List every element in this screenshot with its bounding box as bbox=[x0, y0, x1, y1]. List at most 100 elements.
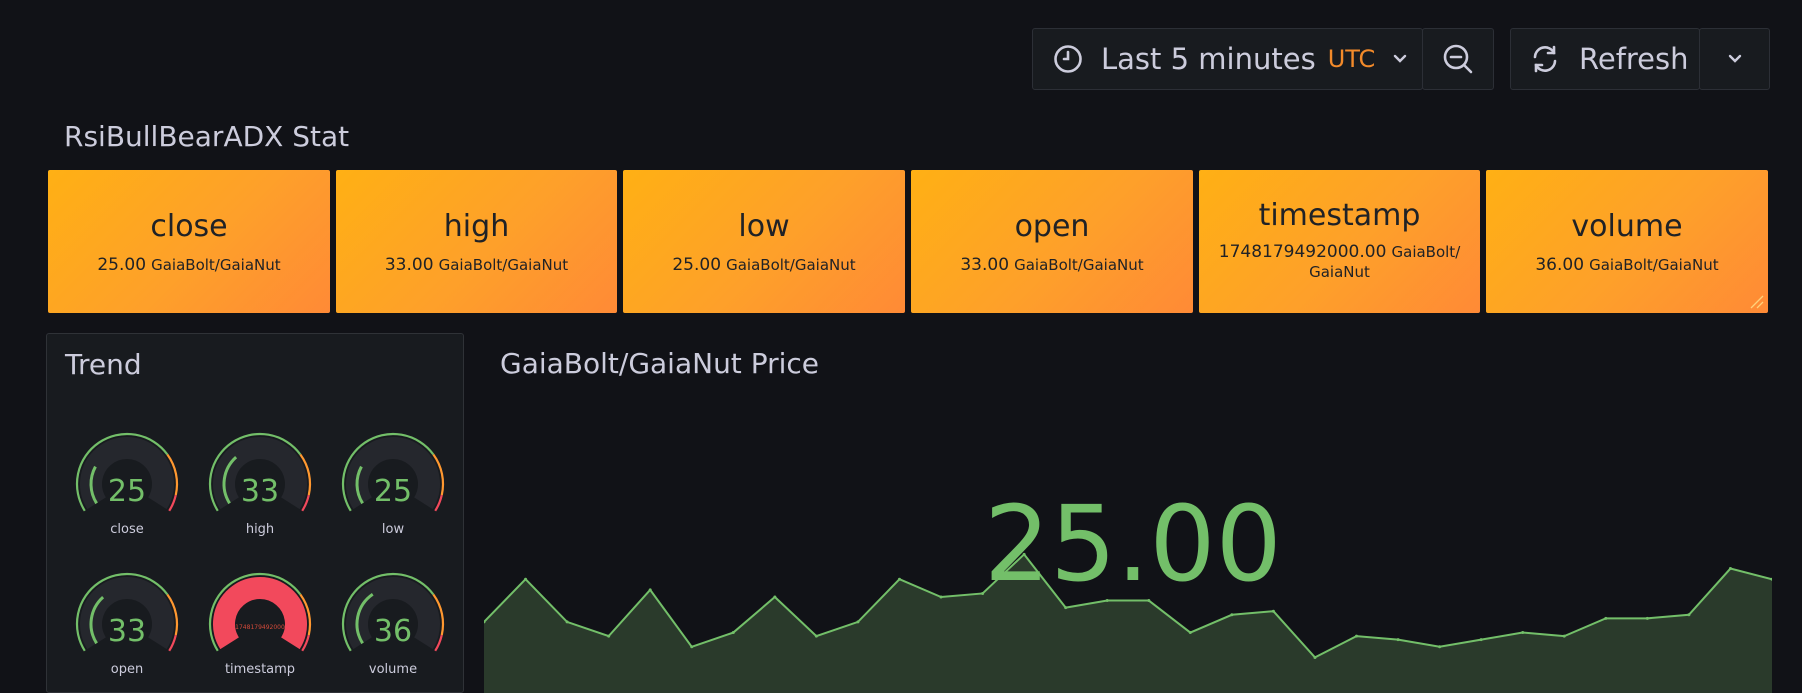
stat-panel-title: RsiBullBearADX Stat bbox=[64, 120, 350, 153]
time-range-label: Last 5 minutes bbox=[1101, 42, 1316, 76]
gauge-value: 25 bbox=[107, 474, 147, 509]
gauge-label: close bbox=[110, 522, 144, 537]
stat-name: open bbox=[1014, 208, 1090, 244]
sparkline-point bbox=[1438, 645, 1442, 649]
gauge-value: 25 bbox=[373, 474, 413, 509]
gauge-value-arc bbox=[89, 595, 105, 645]
sparkline-point bbox=[1313, 655, 1317, 659]
gauge-threshold-arc bbox=[434, 634, 443, 652]
gauge-value: 1748179492000 bbox=[235, 624, 285, 631]
gauge-threshold-arc bbox=[168, 494, 177, 512]
gauge-threshold-arc bbox=[208, 432, 302, 512]
sparkline-point bbox=[1728, 567, 1732, 571]
gauge-value-arc bbox=[213, 577, 307, 650]
gauge-dial bbox=[341, 572, 445, 652]
sparkline-point bbox=[1604, 616, 1608, 620]
sparkline-point bbox=[1355, 634, 1359, 638]
gauge-dial bbox=[341, 432, 445, 512]
stat-unit: GaiaBolt/GaiaNut bbox=[726, 255, 856, 274]
resize-handle-icon[interactable] bbox=[1748, 293, 1764, 309]
price-panel: GaiaBolt/GaiaNut Price 25.00 bbox=[484, 333, 1772, 693]
sparkline-line bbox=[484, 552, 1772, 659]
sparkline-point bbox=[731, 631, 735, 635]
gauge-threshold-arc bbox=[75, 572, 169, 652]
sparkline-point bbox=[1687, 613, 1691, 617]
gauge-dial bbox=[75, 432, 179, 512]
stat-tile-volume: volume 36.00 GaiaBolt/GaiaNut bbox=[1486, 170, 1768, 313]
zoom-out-button[interactable] bbox=[1422, 28, 1494, 90]
gauge-threshold-arc bbox=[166, 593, 179, 636]
sparkline-point bbox=[1147, 599, 1151, 603]
gauge-threshold-arc bbox=[341, 572, 435, 652]
price-panel-title: GaiaBolt/GaiaNut Price bbox=[500, 347, 819, 380]
sparkline-point bbox=[939, 595, 943, 599]
gauge-dial bbox=[208, 432, 312, 512]
gauge-high: 33 high bbox=[200, 424, 320, 544]
stat-tile-high: high 33.00 GaiaBolt/GaiaNut bbox=[336, 170, 617, 313]
stat-unit: GaiaBolt/GaiaNut bbox=[1589, 255, 1719, 274]
gauge-low: 25 low bbox=[333, 424, 453, 544]
gauge-value-arc bbox=[222, 455, 238, 505]
sparkline-point bbox=[773, 595, 777, 599]
sparkline-point bbox=[1562, 634, 1566, 638]
stat-name: high bbox=[443, 208, 510, 244]
sparkline-point bbox=[690, 645, 694, 649]
gauge-threshold-arc bbox=[301, 634, 310, 652]
sparkline-point bbox=[1188, 631, 1192, 635]
gauge-label: open bbox=[110, 662, 144, 677]
sparkline-point bbox=[565, 620, 569, 624]
time-range-picker[interactable]: Last 5 minutes UTC bbox=[1032, 28, 1423, 90]
sparkline-point bbox=[1230, 613, 1234, 617]
gauge-label: timestamp bbox=[224, 662, 296, 677]
stat-value: 33.00 bbox=[384, 254, 434, 275]
refresh-interval-dropdown[interactable] bbox=[1699, 28, 1770, 90]
zoom-out-icon bbox=[1443, 44, 1473, 74]
sparkline-point bbox=[981, 591, 985, 595]
stat-value: 36.00 bbox=[1535, 254, 1585, 275]
stat-tile-open: open 33.00 GaiaBolt/GaiaNut bbox=[911, 170, 1193, 313]
refresh-icon bbox=[1533, 45, 1557, 73]
stat-value: 25.00 bbox=[672, 254, 722, 275]
sparkline-point bbox=[1105, 599, 1109, 603]
stat-name: close bbox=[150, 208, 228, 244]
gauge-close: 25 close bbox=[67, 424, 187, 544]
gauge-threshold-arc bbox=[432, 593, 445, 636]
sparkline-point bbox=[1022, 552, 1026, 556]
stat-unit: GaiaBolt/GaiaNut bbox=[151, 255, 281, 274]
stat-tile-low: low 25.00 GaiaBolt/GaiaNut bbox=[623, 170, 905, 313]
chevron-down-icon bbox=[1728, 54, 1741, 63]
sparkline-point bbox=[897, 577, 901, 581]
sparkline-point bbox=[1770, 577, 1772, 581]
gauge-value-arc bbox=[355, 593, 374, 645]
chevron-down-icon bbox=[1394, 54, 1407, 63]
stat-unit: GaiaNut bbox=[1309, 263, 1370, 281]
gauge-threshold-arc bbox=[341, 432, 435, 512]
stat-tile-timestamp: timestamp 1748179492000.00 GaiaBolt/Gaia… bbox=[1199, 170, 1480, 313]
price-sparkline bbox=[484, 552, 1772, 693]
sparkline-area bbox=[484, 554, 1772, 693]
refresh-label: Refresh bbox=[1579, 42, 1689, 76]
stat-value: 33.00 bbox=[960, 254, 1010, 275]
gauge-value-arc bbox=[89, 465, 98, 505]
gauge-dial bbox=[75, 572, 179, 652]
gauge-threshold-arc bbox=[168, 634, 177, 652]
sparkline-point bbox=[1479, 638, 1483, 642]
gauge-label: volume bbox=[368, 662, 418, 677]
gauge-timestamp: 1748179492000 timestamp bbox=[200, 564, 320, 684]
sparkline-point bbox=[1396, 638, 1400, 642]
gauge-threshold-arc bbox=[301, 494, 310, 512]
sparkline-point bbox=[607, 634, 611, 638]
sparkline-point bbox=[814, 634, 818, 638]
gauge-open: 33 open bbox=[67, 564, 187, 684]
sparkline-point bbox=[1064, 606, 1068, 610]
timezone-label: UTC bbox=[1327, 45, 1376, 73]
refresh-button[interactable]: Refresh bbox=[1510, 28, 1700, 90]
gauge-threshold-arc bbox=[432, 453, 445, 496]
gauge-value: 36 bbox=[373, 614, 413, 649]
sparkline-point bbox=[648, 588, 652, 592]
gauge-value: 33 bbox=[107, 614, 147, 649]
trend-panel: Trend 25 close 33 high 25 low 33 open 1748179492… bbox=[46, 333, 464, 693]
stat-value: 25.00 bbox=[97, 254, 147, 275]
gauge-threshold-arc bbox=[299, 453, 312, 496]
sparkline-point bbox=[1645, 616, 1649, 620]
